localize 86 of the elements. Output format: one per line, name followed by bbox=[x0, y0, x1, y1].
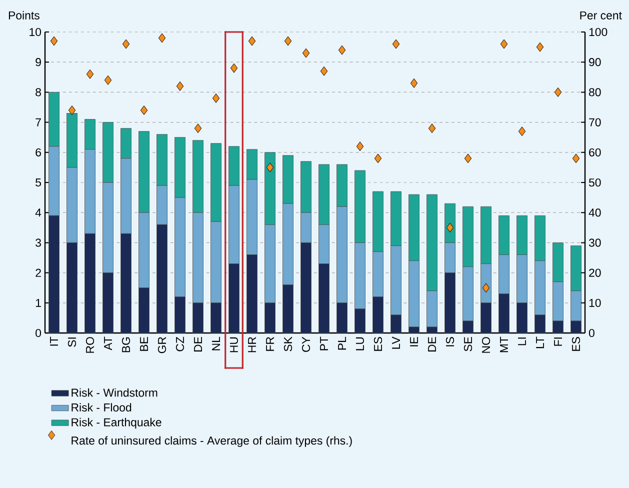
y-tick-label: 4 bbox=[35, 208, 42, 217]
point bbox=[86, 69, 94, 79]
point bbox=[68, 106, 76, 115]
y-axis-title: Points bbox=[8, 11, 40, 20]
point bbox=[284, 36, 292, 46]
legend-label: Risk - Earthquake bbox=[72, 418, 162, 429]
y-tick-label: 3 bbox=[36, 238, 41, 247]
point bbox=[302, 48, 310, 58]
y-tick-label: 5 bbox=[36, 178, 41, 186]
legend-label: Risk - Windstorm bbox=[72, 388, 158, 397]
x-tick-label: CY bbox=[302, 336, 310, 352]
point bbox=[194, 124, 202, 134]
x-tick-label: HR bbox=[248, 337, 256, 352]
point bbox=[176, 81, 184, 91]
y-tick-label: 2 bbox=[36, 268, 41, 277]
x-tick-label: IT bbox=[50, 336, 58, 346]
x-tick-label: ES bbox=[374, 337, 382, 351]
y2-tick-label: 100 bbox=[589, 28, 608, 36]
y-tick-label: 1 bbox=[36, 298, 41, 307]
x-tick-label: SI bbox=[68, 338, 76, 347]
x-tick-label: NL bbox=[212, 336, 220, 350]
x-tick-label: NO bbox=[482, 337, 490, 353]
x-tick-label: LU bbox=[356, 337, 364, 350]
x-tick-label: IE bbox=[410, 337, 418, 346]
y-tick-label: 8 bbox=[36, 88, 41, 96]
y-tick-label: 9 bbox=[36, 58, 41, 66]
y2-tick-label: 90 bbox=[589, 58, 601, 66]
x-tick-label: PT bbox=[320, 336, 328, 350]
point bbox=[158, 33, 166, 43]
x-tick-label: PL bbox=[338, 336, 346, 350]
y2-tick-label: 20 bbox=[589, 268, 601, 277]
point bbox=[230, 63, 238, 73]
x-tick-label: DE bbox=[428, 337, 436, 352]
point bbox=[266, 162, 274, 172]
x-tick-label: SK bbox=[284, 336, 292, 352]
y-tick-label: 6 bbox=[36, 148, 41, 156]
x-tick-label: AT bbox=[104, 336, 112, 350]
y-tick-label: 10 bbox=[30, 28, 42, 36]
point bbox=[50, 36, 58, 46]
point bbox=[392, 39, 400, 49]
y2-tick-label: 70 bbox=[589, 118, 601, 126]
x-tick-label: FR bbox=[266, 337, 274, 351]
point bbox=[140, 106, 148, 115]
x-tick-label: LV bbox=[392, 336, 400, 349]
x-tick-label: HU bbox=[230, 337, 238, 352]
point bbox=[338, 45, 346, 55]
point bbox=[428, 124, 436, 134]
point bbox=[104, 75, 112, 85]
y-tick-label: 0 bbox=[36, 328, 42, 338]
y2-tick-label: 40 bbox=[588, 208, 601, 217]
y2-axis-title: Per cent bbox=[580, 11, 622, 20]
point bbox=[248, 36, 256, 46]
point bbox=[212, 93, 220, 103]
x-tick-label: RO bbox=[86, 337, 94, 353]
x-tick-label: FI bbox=[554, 338, 562, 346]
point bbox=[554, 87, 562, 97]
x-tick-label: SE bbox=[464, 337, 472, 352]
x-tick-label: MT bbox=[500, 336, 508, 352]
x-tick-label: DE bbox=[194, 337, 202, 352]
x-tick-label: LI bbox=[518, 338, 526, 346]
point bbox=[122, 39, 130, 49]
y-tick-label: 7 bbox=[36, 118, 41, 126]
x-tick-label: LT bbox=[536, 336, 544, 348]
x-tick-label: IS bbox=[446, 337, 454, 346]
y2-tick-label: 0 bbox=[588, 328, 594, 338]
y2-tick-label: 50 bbox=[588, 178, 601, 187]
point bbox=[410, 78, 418, 88]
x-tick-label: CZ bbox=[176, 336, 184, 352]
y2-tick-label: 30 bbox=[588, 238, 601, 247]
legend-label: Risk - Flood bbox=[72, 403, 132, 412]
point bbox=[500, 39, 508, 49]
y2-tick-label: 10 bbox=[589, 298, 601, 307]
point bbox=[320, 66, 328, 76]
y2-tick-label: 80 bbox=[589, 88, 601, 96]
point bbox=[518, 126, 526, 136]
point bbox=[464, 154, 472, 164]
x-tick-label: BE bbox=[140, 337, 148, 351]
y2-tick-label: 60 bbox=[589, 148, 601, 156]
point bbox=[374, 154, 382, 164]
point bbox=[536, 42, 544, 52]
x-tick-label: BG bbox=[122, 337, 130, 352]
point bbox=[572, 154, 580, 164]
x-tick-label: ES bbox=[572, 337, 580, 351]
point bbox=[356, 142, 364, 152]
x-tick-label: GR bbox=[158, 337, 166, 354]
legend-label: Rate of uninsured claims - Average of claim types (rhs.) bbox=[72, 436, 352, 447]
